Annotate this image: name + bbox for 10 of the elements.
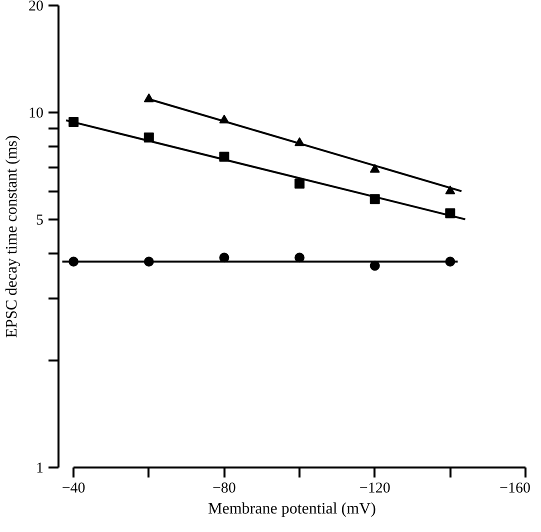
x-axis-title: Membrane potential (mV) (208, 500, 376, 518)
x-tick-label: −80 (212, 480, 236, 496)
y-tick-label: 20 (28, 0, 44, 14)
x-tick-label: −160 (500, 480, 531, 496)
x-tick-label: −40 (62, 480, 86, 496)
x-tick-label: −120 (359, 480, 390, 496)
y-tick-label: 5 (36, 212, 44, 228)
y-tick-label: 10 (28, 105, 44, 122)
y-tick-label: 1 (36, 460, 44, 476)
y-axis-title: EPSC decay time constant (ms) (4, 135, 20, 338)
